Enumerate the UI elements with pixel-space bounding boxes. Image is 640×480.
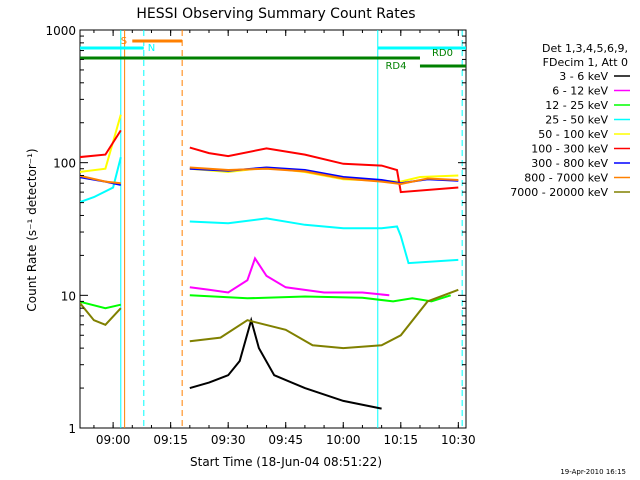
series-line — [80, 114, 122, 173]
x-tick-label: 09:30 — [211, 433, 246, 447]
saa-label: S — [121, 36, 127, 47]
plot-frame — [79, 29, 467, 429]
y-tick-label: 1000 — [45, 24, 76, 38]
plot-border — [79, 29, 467, 429]
series-line — [80, 300, 122, 310]
series-line — [80, 301, 122, 326]
legend-label: 12 - 25 keV — [545, 99, 608, 112]
footer-timestamp: 19-Apr-2010 16:15 — [560, 468, 626, 476]
legend: Det 1,3,4,5,6,9,FDecim 1, Att 03 - 6 keV… — [510, 42, 630, 199]
legend-label: 25 - 50 keV — [545, 114, 608, 127]
x-tick-label: 10:15 — [383, 433, 418, 447]
y-tick-label: 100 — [53, 157, 76, 171]
x-tick-label: 09:15 — [153, 433, 188, 447]
observing-markers: S N RD0 RD4 — [80, 30, 466, 428]
chart-title: HESSI Observing Summary Count Rates — [136, 6, 415, 22]
x-axis-label: Start Time (18-Jun-04 08:51:22) — [190, 455, 382, 469]
legend-label: 3 - 6 keV — [559, 70, 608, 83]
series-line — [189, 294, 452, 303]
x-tick-label: 09:00 — [96, 433, 131, 447]
y-tick-label: 10 — [61, 289, 76, 303]
legend-label: 7000 - 20000 keV — [510, 186, 608, 199]
rd4-label: RD4 — [385, 61, 406, 72]
y-tick-label: 1 — [68, 422, 76, 436]
x-tick-label: 10:00 — [326, 433, 361, 447]
rd0-label: RD0 — [432, 48, 453, 59]
series-line — [189, 166, 459, 186]
series-layer — [80, 114, 459, 410]
series-line — [189, 316, 382, 410]
axis-ticks: 09:00 09:15 09:30 09:45 10:00 10:15 10:30 1 10 10… — [45, 24, 475, 447]
night-label: N — [148, 43, 155, 54]
series-line — [80, 129, 122, 159]
series-line — [189, 146, 459, 194]
series-line — [189, 256, 390, 297]
legend-header: Det 1,3,4,5,6,9, — [542, 42, 628, 55]
legend-label: 50 - 100 keV — [538, 128, 608, 141]
legend-label: 800 - 7000 keV — [524, 172, 608, 185]
legend-label: 100 - 300 keV — [531, 143, 608, 156]
x-tick-label: 09:45 — [268, 433, 303, 447]
legend-label: 300 - 800 keV — [531, 157, 608, 170]
series-line — [80, 156, 122, 204]
legend-header: FDecim 1, Att 0 — [543, 56, 628, 69]
legend-label: 6 - 12 keV — [552, 85, 608, 98]
series-line — [189, 217, 459, 265]
series-line — [80, 174, 121, 185]
series-line — [189, 288, 459, 350]
y-axis-label: Count Rate (s⁻¹ detector⁻¹) — [25, 148, 39, 311]
x-tick-label: 10:30 — [441, 433, 476, 447]
